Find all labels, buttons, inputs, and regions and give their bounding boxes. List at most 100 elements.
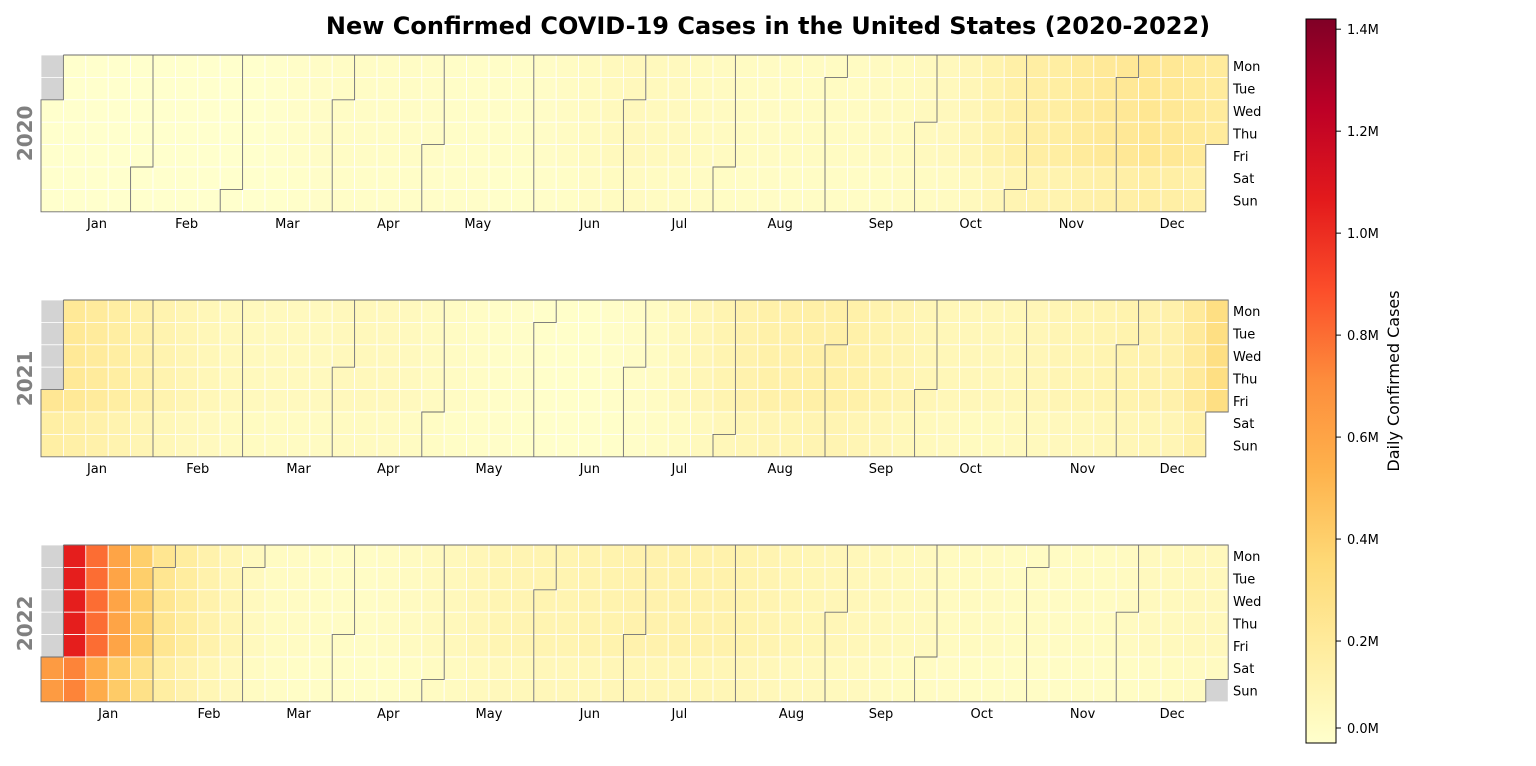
calendar-cell <box>174 589 199 613</box>
calendar-cell <box>510 589 535 613</box>
calendar-cell <box>264 299 288 323</box>
calendar-cell <box>623 634 647 658</box>
calendar-cell <box>757 567 781 591</box>
weekday-label: Tue <box>1232 573 1255 588</box>
calendar-cell <box>757 679 781 703</box>
calendar-cell <box>712 121 736 145</box>
month-border <box>1026 545 1050 702</box>
calendar-cell <box>197 344 221 368</box>
calendar-cell <box>600 188 624 213</box>
calendar-cell <box>1160 77 1184 101</box>
calendar-cell <box>63 77 87 101</box>
calendar-cell <box>1183 411 1207 435</box>
calendar-cell <box>959 121 983 145</box>
calendar-cell <box>197 54 221 78</box>
calendar-cell <box>936 611 960 636</box>
calendar-cell <box>690 544 714 568</box>
calendar-cell <box>354 121 378 145</box>
calendar-cell <box>914 634 938 658</box>
calendar-cell <box>466 433 490 458</box>
calendar-cell <box>1183 77 1207 101</box>
calendar-cell <box>824 99 848 123</box>
calendar-cell <box>443 544 468 568</box>
year-panel-2022: 2022 Mon Tue Wed Thu Fri Sat Sun Jan Feb Mar Apr May… <box>13 544 1261 722</box>
calendar-cell <box>645 299 669 323</box>
weekday-label: Fri <box>1233 640 1249 655</box>
calendar-cell <box>219 567 243 591</box>
month-border <box>824 55 848 212</box>
calendar-cell-nodata <box>40 344 64 368</box>
calendar-cell <box>667 389 692 413</box>
calendar-cell <box>107 144 131 168</box>
calendar-cell <box>1160 679 1184 703</box>
calendar-cell <box>959 321 983 346</box>
calendar-cell <box>443 77 468 101</box>
calendar-cell <box>398 166 423 190</box>
calendar-cell <box>107 433 131 458</box>
calendar-cell <box>197 567 221 591</box>
calendar-cell <box>1138 433 1162 458</box>
calendar-cell <box>1003 611 1028 636</box>
weekday-label: Sun <box>1233 195 1258 210</box>
month-label: Sep <box>869 217 894 232</box>
calendar-cell <box>735 99 759 123</box>
calendar-cell <box>443 656 468 680</box>
calendar-cell <box>555 389 580 413</box>
calendar-cell <box>824 634 848 658</box>
calendar-cell <box>959 589 983 613</box>
month-label: Mar <box>275 217 300 232</box>
calendar-cell <box>667 188 692 213</box>
calendar-cell <box>1003 567 1028 591</box>
month-label: Sep <box>869 462 894 477</box>
calendar-cell <box>555 321 580 346</box>
calendar-cell <box>421 54 445 78</box>
calendar-cell <box>735 121 759 145</box>
calendar-cell <box>1115 411 1139 435</box>
calendar-cell <box>1093 656 1117 680</box>
calendar-cell <box>466 344 490 368</box>
calendar-cell <box>757 589 781 613</box>
calendar-cell <box>174 144 199 168</box>
calendar-cell <box>264 411 288 435</box>
calendar-cell <box>533 299 557 323</box>
calendar-cell <box>712 589 736 613</box>
calendar-cell <box>847 77 871 101</box>
calendar-cell <box>690 679 714 703</box>
calendar-cell <box>85 366 109 391</box>
calendar-cell <box>466 144 490 168</box>
calendar-cell <box>712 433 736 458</box>
calendar-cell <box>981 188 1005 213</box>
calendar-cell <box>533 411 557 435</box>
calendar-cell <box>219 54 243 78</box>
calendar-cell <box>891 589 916 613</box>
calendar-cell <box>309 634 333 658</box>
calendar-cell <box>1138 77 1162 101</box>
calendar-cell <box>555 77 580 101</box>
calendar-cell <box>443 188 468 213</box>
colorbar-tick-label: 1.2M <box>1347 125 1379 140</box>
calendar-cell <box>152 656 176 680</box>
calendar-cell <box>779 166 804 190</box>
calendar-cell <box>869 589 893 613</box>
calendar-cell <box>85 166 109 190</box>
calendar-cell <box>578 656 602 680</box>
chart-title: New Confirmed COVID-19 Cases in the Unit… <box>326 12 1210 40</box>
calendar-cell <box>645 166 669 190</box>
calendar-cell <box>869 611 893 636</box>
calendar-cell <box>152 679 176 703</box>
calendar-cell <box>1205 299 1229 323</box>
calendar-cell <box>914 121 938 145</box>
calendar-cell <box>376 656 400 680</box>
month-border <box>242 545 266 702</box>
calendar-cell <box>309 389 333 413</box>
month-border <box>219 55 244 212</box>
month-label: Mar <box>286 462 311 477</box>
calendar-cell <box>600 366 624 391</box>
calendar-cell <box>578 611 602 636</box>
weekday-label: Mon <box>1233 60 1260 75</box>
calendar-cell <box>354 611 378 636</box>
calendar-cell <box>174 679 199 703</box>
calendar-cell <box>712 77 736 101</box>
calendar-cell <box>510 411 535 435</box>
calendar-cell <box>1071 166 1095 190</box>
